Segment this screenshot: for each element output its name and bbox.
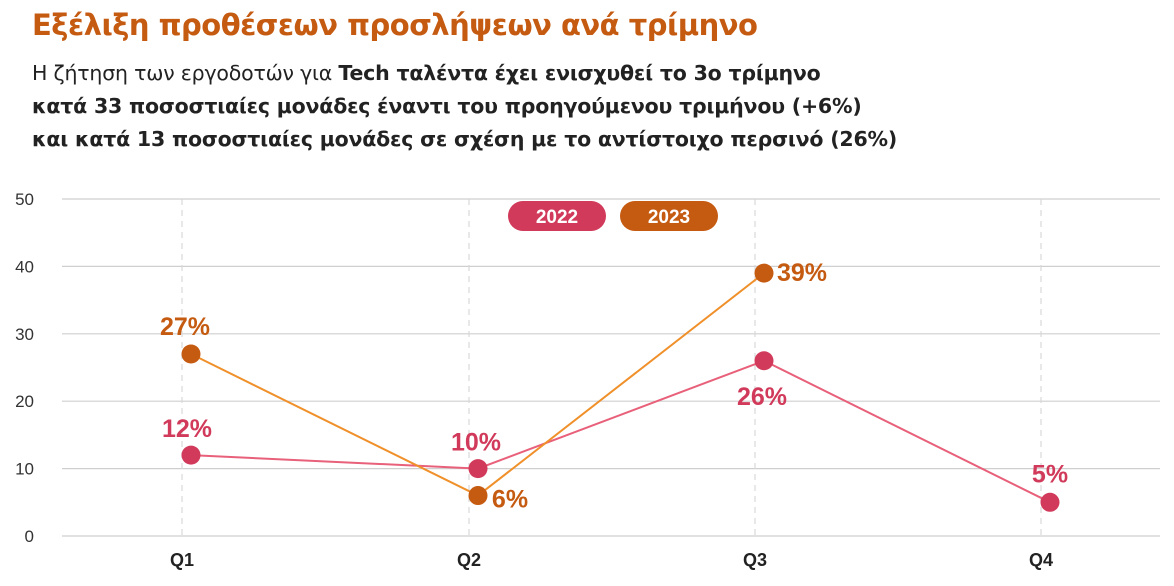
subtitle-line-1: Η ζήτηση των εργοδοτών για Tech ταλέντα … bbox=[32, 61, 821, 85]
legend-pill-2022 bbox=[508, 201, 606, 231]
data-point-2023-Q3 bbox=[754, 263, 774, 283]
data-point-2022-Q4 bbox=[1040, 492, 1060, 512]
y-tick-label: 20 bbox=[15, 392, 34, 411]
data-point-2023-Q1 bbox=[181, 344, 201, 364]
subtitle-line-2: κατά 33 ποσοστιαίες μονάδες έναντι του π… bbox=[32, 94, 862, 118]
data-label-2023-Q1: 27% bbox=[160, 313, 210, 341]
data-label-2022-Q1: 12% bbox=[162, 415, 212, 443]
x-tick-label: Q4 bbox=[1029, 550, 1053, 570]
series-line-2022 bbox=[190, 359, 1051, 504]
subtitle-line-3: και κατά 13 ποσοστιαίες μονάδες σε σχέση… bbox=[32, 127, 897, 151]
y-tick-label: 10 bbox=[15, 460, 34, 479]
y-tick-label: 40 bbox=[15, 257, 34, 276]
data-point-2022-Q3 bbox=[754, 351, 774, 371]
y-tick-label: 50 bbox=[15, 190, 34, 209]
y-tick-label: 0 bbox=[25, 527, 34, 546]
legend-pill-2023 bbox=[620, 201, 718, 231]
chart-title: Εξέλιξη προθέσεων προσλήψεων ανά τρίμηνο bbox=[32, 8, 758, 42]
x-tick-label: Q2 bbox=[457, 550, 481, 570]
subtitle-line-1-normal: Η ζήτηση των εργοδοτών για bbox=[32, 61, 339, 85]
data-label-2023-Q2: 6% bbox=[492, 486, 528, 514]
y-tick-label: 30 bbox=[15, 325, 34, 344]
subtitle-line-1-bold: Tech ταλέντα έχει ενισχυθεί το 3ο τρίμην… bbox=[338, 61, 821, 85]
data-label-2022-Q4: 5% bbox=[1032, 460, 1068, 488]
x-tick-label: Q1 bbox=[170, 550, 194, 570]
data-label-2022-Q3: 26% bbox=[737, 383, 787, 411]
data-point-2022-Q2 bbox=[468, 459, 488, 479]
subtitle-line-3-bold: και κατά 13 ποσοστιαίες μονάδες σε σχέση… bbox=[32, 127, 898, 151]
legend-label-2023: 2023 bbox=[648, 207, 690, 228]
data-point-2022-Q1 bbox=[181, 445, 201, 465]
subtitle-line-2-bold: κατά 33 ποσοστιαίες μονάδες έναντι του π… bbox=[32, 94, 862, 118]
data-label-2022-Q2: 10% bbox=[451, 429, 501, 457]
legend-label-2022: 2022 bbox=[536, 207, 578, 228]
x-tick-label: Q3 bbox=[743, 550, 767, 570]
data-label-2023-Q3: 39% bbox=[777, 259, 827, 287]
data-point-2023-Q2 bbox=[468, 486, 488, 506]
